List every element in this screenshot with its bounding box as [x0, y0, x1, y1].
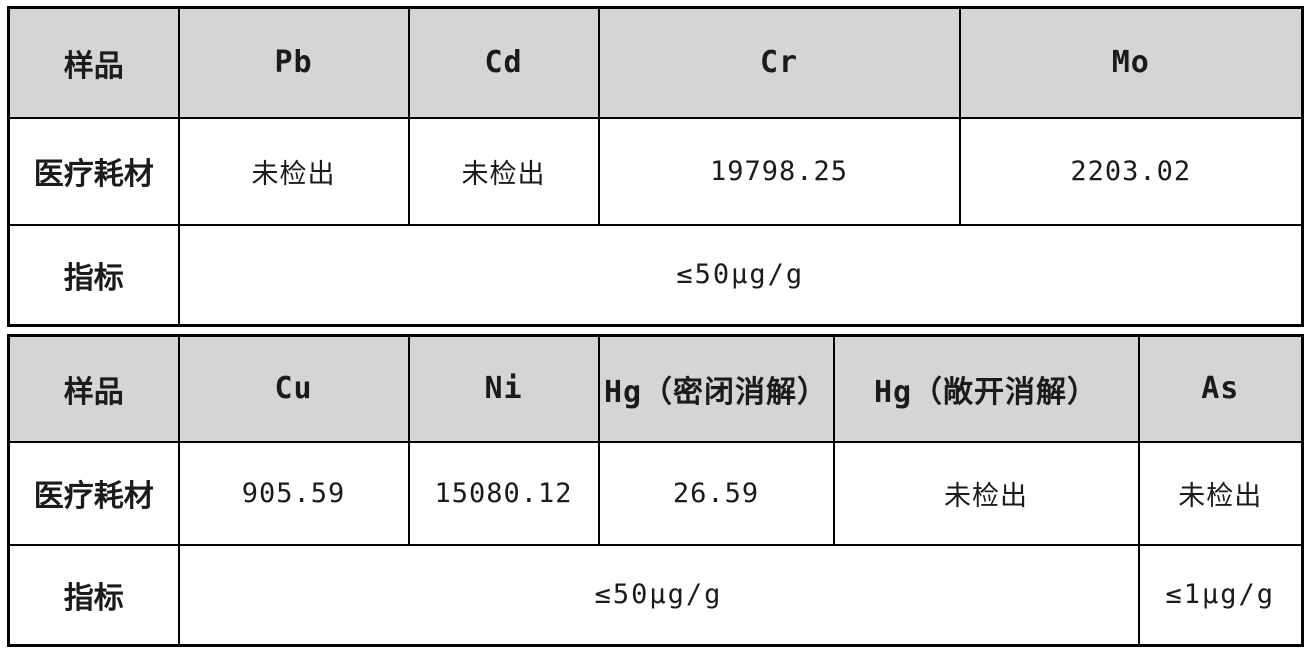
lower-value-hg-open: 未检出 — [832, 440, 1140, 546]
lower-sample-label: 医疗耗材 — [7, 440, 180, 546]
lower-value-as: 未检出 — [1137, 440, 1304, 546]
metals-table-upper: 样品 Pb Cd Cr Mo 医疗耗材 未检出 未检出 19798.25 220… — [7, 6, 1304, 327]
upper-limit-label: 指标 — [7, 223, 180, 327]
lower-header-hg-open: Hg（敞开消解） — [832, 334, 1140, 443]
lower-limit-value-as: ≤1μg/g — [1137, 543, 1304, 647]
lower-header-as: As — [1137, 334, 1304, 443]
lower-limit-value-main: ≤50μg/g — [177, 543, 1140, 647]
upper-header-sample: 样品 — [7, 6, 180, 119]
lower-sample-row: 医疗耗材 905.59 15080.12 26.59 未检出 未检出 — [7, 440, 1304, 546]
upper-sample-label: 医疗耗材 — [7, 116, 180, 226]
upper-value-cd: 未检出 — [407, 116, 600, 226]
lower-value-hg-closed: 26.59 — [597, 440, 835, 546]
upper-header-cr: Cr — [597, 6, 961, 119]
upper-value-pb: 未检出 — [177, 116, 410, 226]
lower-header-cu: Cu — [177, 334, 410, 443]
upper-header-row: 样品 Pb Cd Cr Mo — [7, 6, 1304, 119]
metals-table-lower: 样品 Cu Ni Hg（密闭消解） Hg（敞开消解） As 医疗耗材 905.5… — [7, 334, 1304, 647]
upper-header-mo: Mo — [958, 6, 1304, 119]
lower-header-row: 样品 Cu Ni Hg（密闭消解） Hg（敞开消解） As — [7, 334, 1304, 443]
lower-value-ni: 15080.12 — [407, 440, 600, 546]
lower-header-hg-closed: Hg（密闭消解） — [597, 334, 835, 443]
upper-header-cd: Cd — [407, 6, 600, 119]
lower-limit-label: 指标 — [7, 543, 180, 647]
upper-header-pb: Pb — [177, 6, 410, 119]
lower-header-sample: 样品 — [7, 334, 180, 443]
lower-header-ni: Ni — [407, 334, 600, 443]
upper-value-mo: 2203.02 — [958, 116, 1304, 226]
lower-limit-row: 指标 ≤50μg/g ≤1μg/g — [7, 543, 1304, 647]
lower-value-cu: 905.59 — [177, 440, 410, 546]
upper-limit-value: ≤50μg/g — [177, 223, 1304, 327]
upper-limit-row: 指标 ≤50μg/g — [7, 223, 1304, 327]
upper-value-cr: 19798.25 — [597, 116, 961, 226]
upper-sample-row: 医疗耗材 未检出 未检出 19798.25 2203.02 — [7, 116, 1304, 226]
